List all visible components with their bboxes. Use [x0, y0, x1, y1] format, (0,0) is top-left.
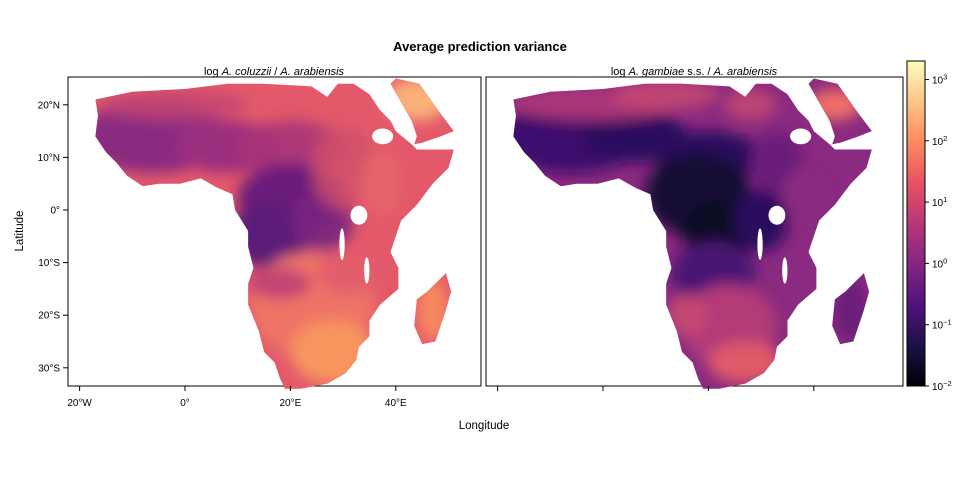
strip-right-species2: A. arabiensis [713, 66, 778, 78]
y-axis-label: Latitude [14, 211, 26, 252]
strip-right-species: A. gambiae [628, 66, 685, 78]
x-axis-left: 20°W 0° 20°E 40°E [67, 386, 407, 409]
y-tick-label: 20°S [38, 311, 60, 322]
y-tick-label: 0° [50, 206, 60, 217]
x-tick-label: 40°E [385, 398, 407, 409]
panel-right-frame [485, 76, 904, 387]
heat-region [708, 341, 783, 384]
x-tick-label: 0° [180, 398, 190, 409]
panel-left-strip: log A. coluzzii / A. arabiensis [204, 66, 345, 78]
lake [372, 128, 394, 145]
heat-region [358, 152, 402, 216]
x-axis-right [497, 386, 815, 391]
lake [339, 228, 345, 260]
heat-region [290, 320, 375, 384]
panel-left-frame [67, 76, 482, 387]
heat-region [100, 89, 249, 121]
colorbar-tick-label: 102 [932, 134, 947, 148]
heat-region [385, 78, 449, 121]
colorbar-tick-label: 101 [932, 195, 947, 209]
lake [782, 257, 788, 284]
strip-left-sep: / [271, 66, 280, 78]
heat-region [316, 252, 380, 295]
heatmap-right [513, 78, 872, 389]
strip-left-prefix: log [204, 66, 222, 78]
colorbar-gradient [906, 60, 926, 387]
heat-region [416, 278, 449, 342]
panel-left: log A. coluzzii / A. arabiensis [67, 66, 482, 389]
strip-left-species2: A. arabiensis [279, 66, 344, 78]
heat-region [666, 294, 709, 337]
strip-left-species: A. coluzzii [221, 66, 272, 78]
strip-right-prefix: log [611, 66, 629, 78]
lake [350, 205, 368, 225]
x-tick-label: 20°W [67, 398, 92, 409]
chart-title: Average prediction variance [393, 39, 567, 54]
colorbar-tick-label: 103 [932, 72, 947, 86]
strip-right-sep: s.s. / [684, 66, 713, 78]
colorbar: 103 102 101 100 10−1 10−2 [906, 60, 952, 393]
x-axis-label: Longitude [459, 420, 510, 432]
heat-region [248, 267, 312, 300]
y-tick-label: 10°N [38, 153, 60, 164]
heat-region [782, 167, 825, 221]
colorbar-tick-label: 10−1 [932, 318, 952, 332]
heat-region [724, 89, 777, 121]
x-tick-label: 20°E [280, 398, 302, 409]
panel-right: log A. gambiae s.s. / A. arabiensis [485, 66, 904, 389]
heat-region [834, 278, 867, 342]
lake [768, 205, 786, 225]
heatmap-left [95, 78, 454, 389]
lake [757, 228, 763, 260]
lake [364, 257, 370, 284]
colorbar-tick-label: 10−2 [932, 379, 952, 393]
heat-region [613, 78, 719, 111]
panel-right-strip: log A. gambiae s.s. / A. arabiensis [611, 66, 778, 78]
colorbar-ticks: 103 102 101 100 10−1 10−2 [925, 72, 952, 393]
heat-region [311, 125, 375, 210]
y-axis: 20°N 10°N 0° 10°S 20°S 30°S [38, 100, 68, 374]
y-tick-label: 20°N [38, 100, 60, 111]
lake [790, 128, 812, 145]
heat-region [734, 188, 788, 253]
y-tick-label: 30°S [38, 363, 60, 374]
colorbar-tick-label: 100 [932, 256, 947, 270]
y-tick-label: 10°S [38, 258, 60, 269]
heat-region [808, 89, 862, 121]
